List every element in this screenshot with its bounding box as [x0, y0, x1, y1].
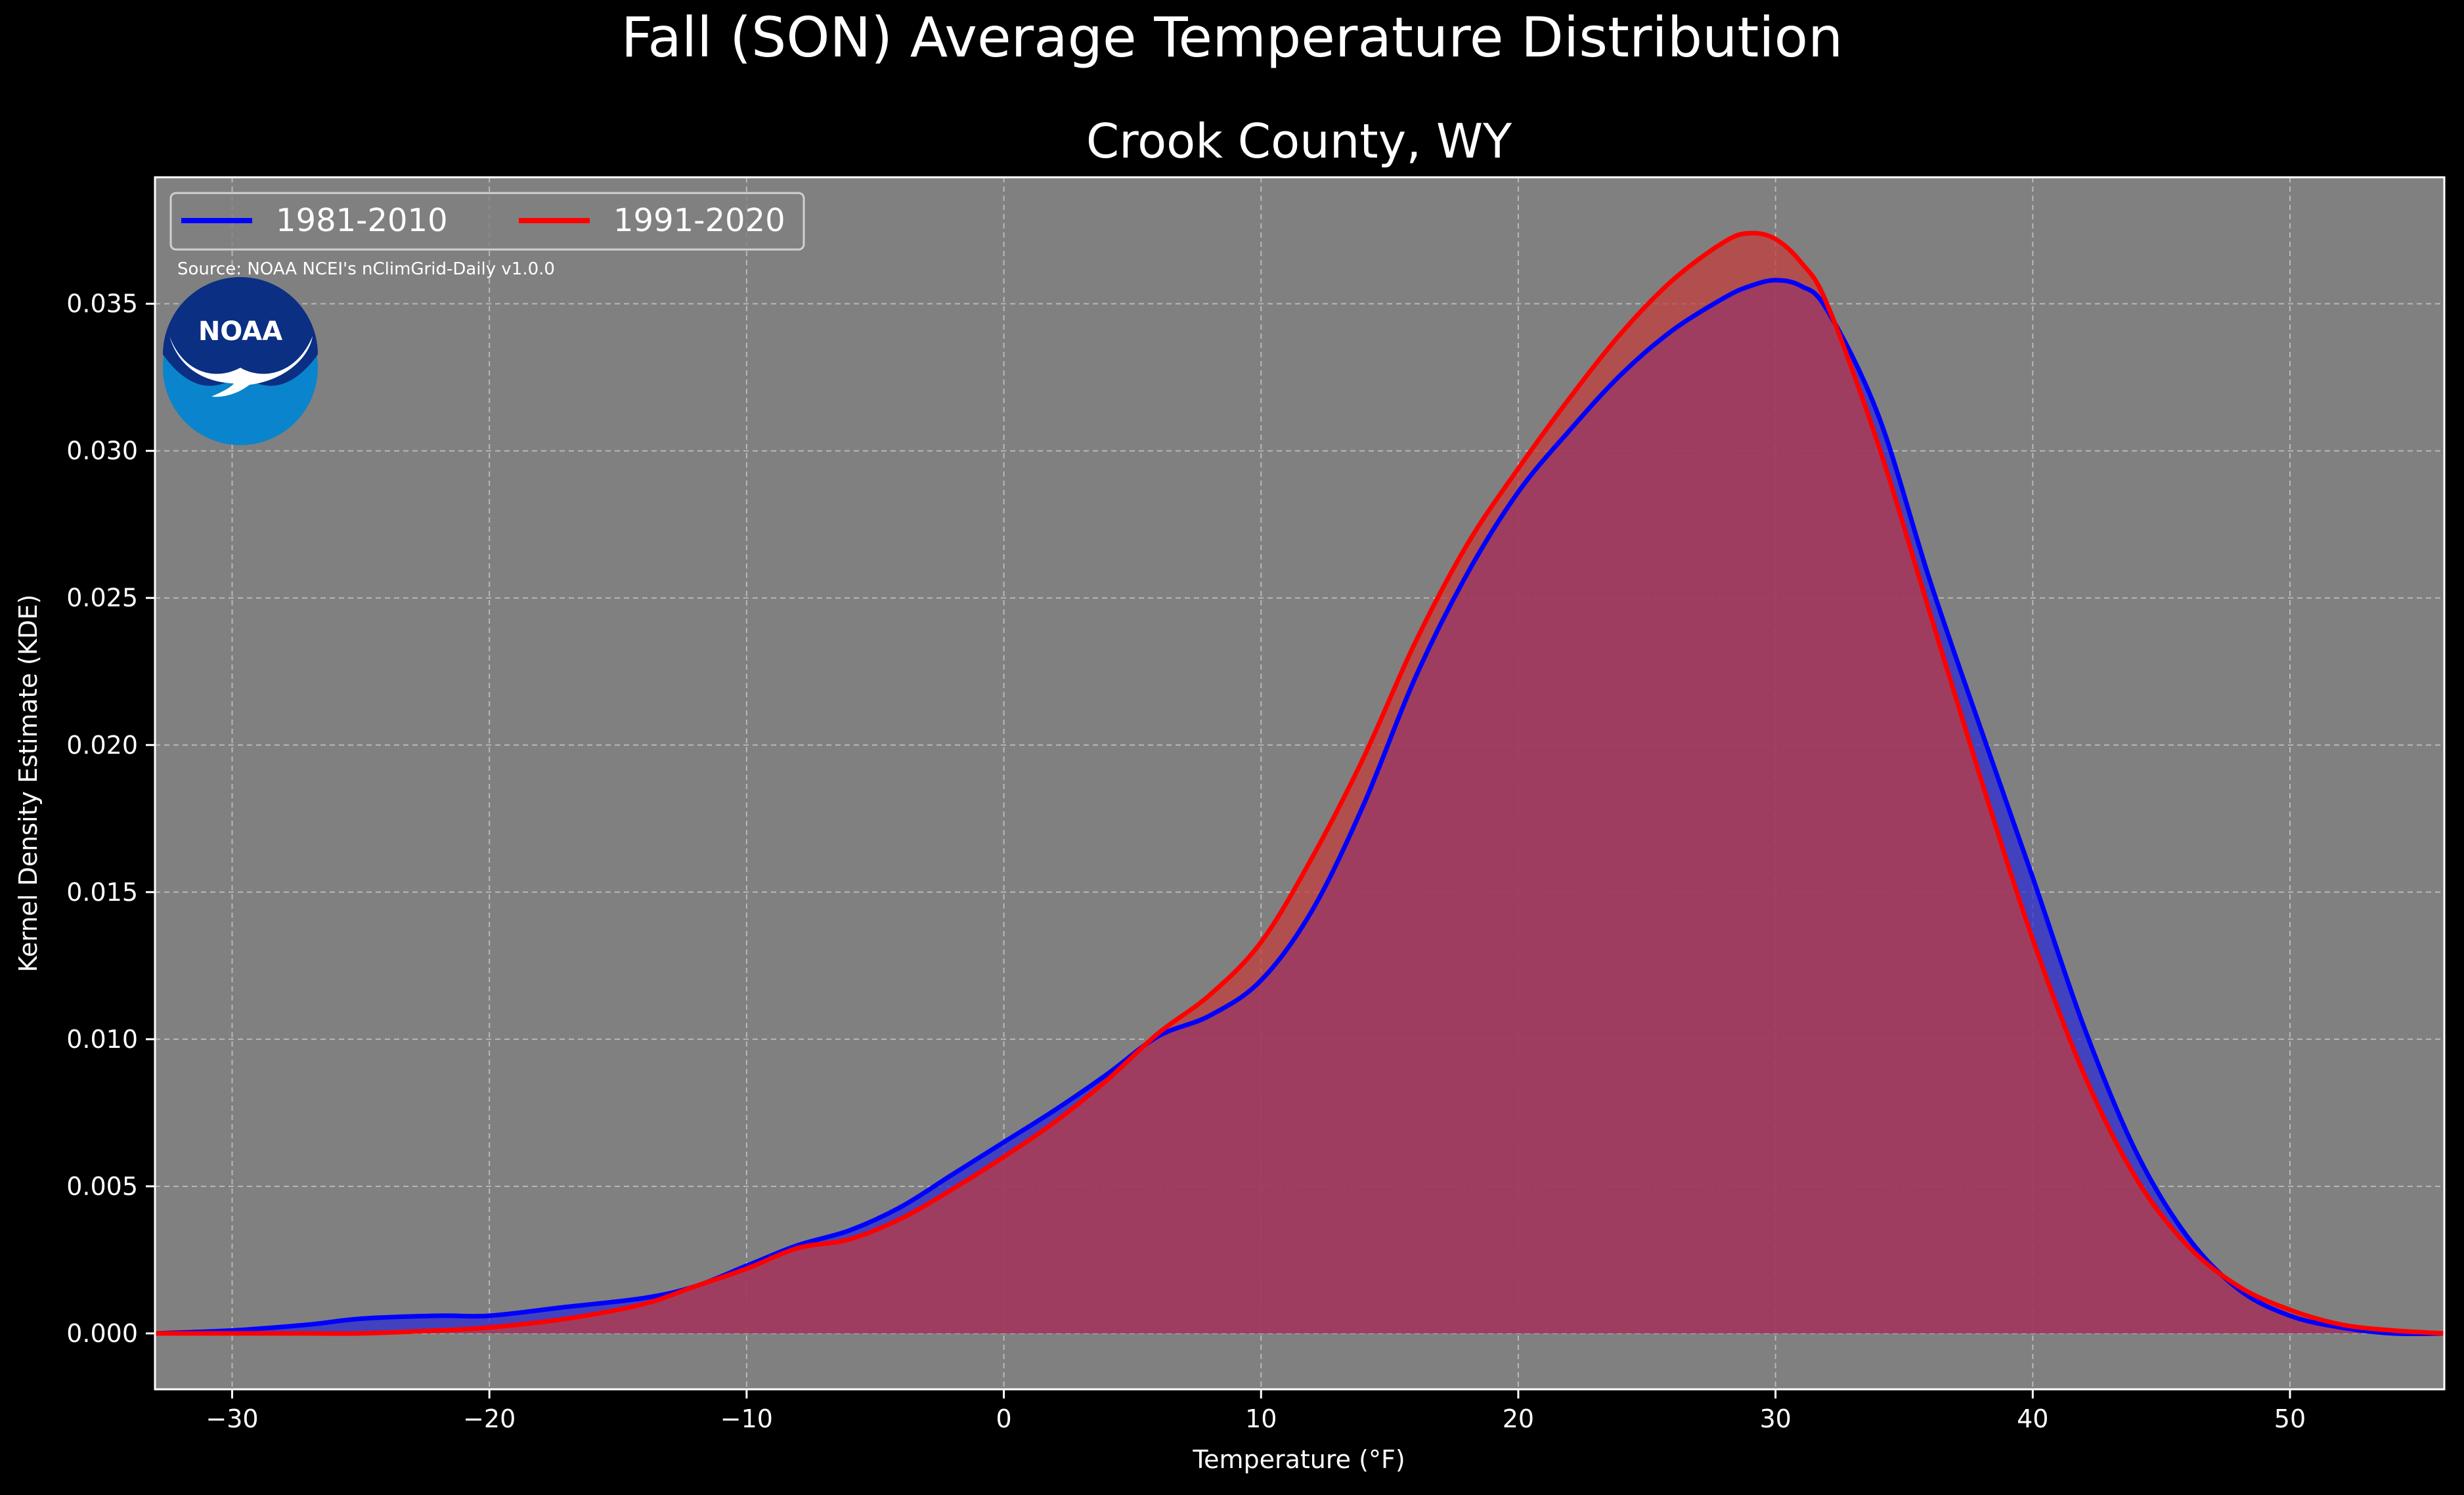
x-tick-label: −20: [463, 1404, 516, 1433]
y-tick-label: 0.010: [66, 1025, 138, 1054]
y-tick-label: 0.030: [66, 437, 138, 466]
x-tick-label: 10: [1245, 1404, 1277, 1433]
legend-label-1991-2020: 1991-2020: [613, 202, 785, 239]
noaa-logo: NOAA: [163, 277, 318, 445]
area-1991-2020: [155, 232, 2444, 1334]
legend-box: [169, 192, 805, 251]
y-tick-label: 0.000: [66, 1319, 138, 1348]
y-tick-label: 0.015: [66, 878, 138, 907]
x-tick-label: 0: [996, 1404, 1011, 1433]
density-areas: [155, 232, 2444, 1334]
plot-frame: [154, 176, 2446, 1391]
x-axis-label: Temperature (°F): [1192, 1445, 1405, 1474]
y-axis: 0.000 0.005 0.010 0.015 0.020 0.025 0.030 0.035: [66, 290, 155, 1348]
line-1991-2020: [155, 230, 2444, 1336]
legend: 1981-2010 1991-2020: [169, 192, 805, 251]
x-tick-label: −10: [720, 1404, 773, 1433]
x-tick-label: −30: [206, 1404, 258, 1433]
x-axis: −30 −20 −10 0 10 20 30 40 50: [206, 1389, 2306, 1433]
noaa-logo-text: NOAA: [198, 316, 282, 347]
y-tick-label: 0.035: [66, 290, 138, 318]
y-tick-label: 0.020: [66, 731, 138, 760]
x-tick-label: 40: [2017, 1404, 2048, 1433]
x-tick-label: 20: [1503, 1404, 1534, 1433]
x-tick-label: 30: [1759, 1404, 1791, 1433]
chart-subtitle: Crook County, WY: [1086, 114, 1512, 169]
source-note: Source: NOAA NCEI's nClimGrid-Daily v1.0…: [177, 259, 555, 279]
legend-label-1981-2010: 1981-2010: [276, 202, 448, 239]
y-tick-label: 0.005: [66, 1172, 138, 1201]
y-tick-label: 0.025: [66, 584, 138, 613]
density-lines: [155, 230, 2444, 1337]
y-axis-label: Kernel Density Estimate (KDE): [14, 594, 43, 972]
chart-title: Fall (SON) Average Temperature Distribut…: [621, 5, 1843, 70]
x-tick-label: 50: [2274, 1404, 2306, 1433]
